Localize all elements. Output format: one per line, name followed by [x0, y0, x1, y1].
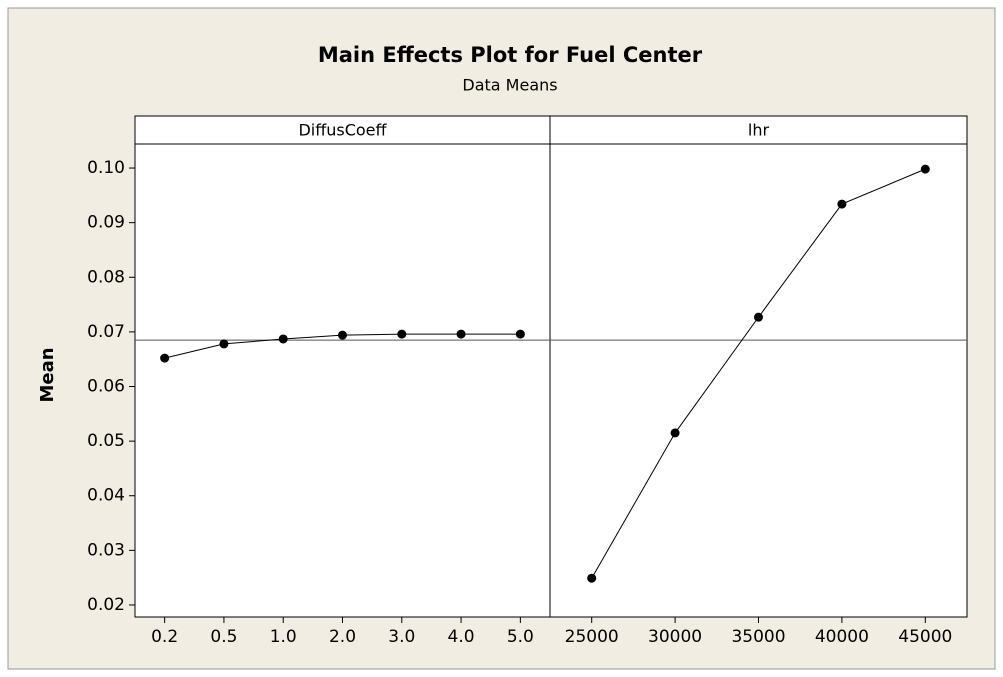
y-tick-label: 0.03: [87, 540, 125, 560]
x-tick-label: 0.5: [210, 627, 237, 647]
x-tick-label: 2.0: [329, 627, 356, 647]
point: [456, 329, 466, 339]
chart-subtitle: Data Means: [462, 76, 557, 95]
point: [219, 339, 229, 349]
y-tick-label: 0.10: [87, 158, 125, 178]
chart-title: Main Effects Plot for Fuel Center: [318, 43, 703, 67]
x-tick-label: 40000: [815, 627, 869, 647]
panel-title: DiffusCoeff: [298, 121, 387, 140]
point: [587, 573, 597, 583]
y-tick-label: 0.09: [87, 213, 125, 233]
y-tick-label: 0.07: [87, 322, 125, 342]
y-tick-label: 0.06: [87, 377, 125, 397]
panel: [134, 143, 551, 618]
x-tick-label: 30000: [648, 627, 702, 647]
x-tick-label: 25000: [565, 627, 619, 647]
point: [278, 334, 288, 344]
y-tick-label: 0.04: [87, 486, 125, 506]
point: [160, 353, 170, 363]
x-tick-label: 5.0: [507, 627, 534, 647]
point: [920, 164, 930, 174]
panel-header: [549, 115, 968, 145]
x-tick-label: 1.0: [270, 627, 297, 647]
y-tick-label: 0.08: [87, 267, 125, 287]
point: [515, 329, 525, 339]
x-tick-label: 3.0: [388, 627, 415, 647]
point: [670, 428, 680, 438]
x-tick-label: 0.2: [151, 627, 178, 647]
y-axis-label: Mean: [37, 347, 58, 402]
panel-header: [134, 115, 551, 145]
point: [338, 330, 347, 340]
point: [754, 312, 763, 322]
y-tick-label: 0.05: [87, 431, 125, 451]
x-tick-label: 35000: [731, 627, 785, 647]
point: [397, 329, 407, 339]
panel: [549, 143, 968, 618]
y-tick-label: 0.02: [87, 595, 125, 615]
x-tick-label: 4.0: [448, 627, 475, 647]
panel-title: lhr: [748, 121, 770, 140]
x-tick-label: 45000: [898, 627, 952, 647]
point: [837, 199, 847, 209]
